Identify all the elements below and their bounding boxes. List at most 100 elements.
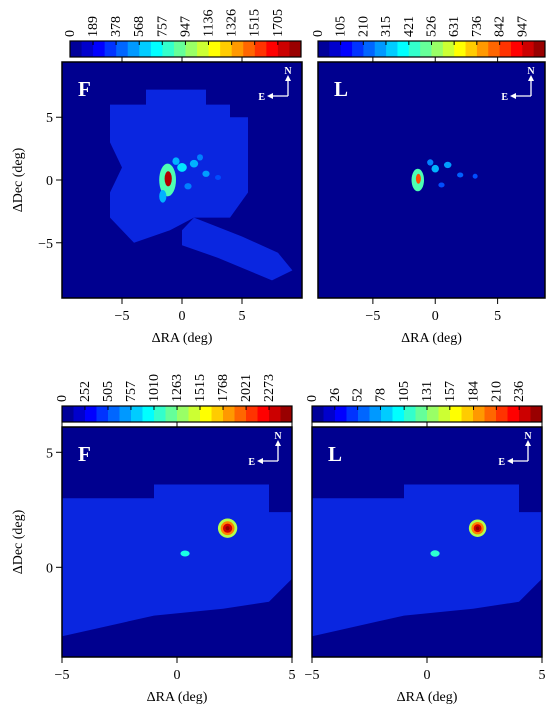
colorbar-step bbox=[142, 406, 155, 422]
x-tick-label: 0 bbox=[432, 309, 439, 324]
colorbar-step bbox=[131, 406, 143, 422]
colorbar-tick-label: 0 bbox=[311, 30, 326, 37]
colorbar-step bbox=[533, 41, 546, 57]
panel-label: F bbox=[78, 442, 91, 466]
heatmap-image bbox=[318, 62, 545, 298]
x-tick-label: −5 bbox=[55, 668, 70, 683]
colorbar-step bbox=[104, 41, 117, 57]
x-tick-label: 0 bbox=[179, 309, 186, 324]
x-tick-label: 5 bbox=[289, 668, 296, 683]
colorbar-tick-label: 2273 bbox=[262, 374, 277, 402]
colorbar-step bbox=[340, 41, 353, 57]
compass-arrowhead bbox=[267, 93, 273, 99]
colorbar-step bbox=[454, 41, 467, 57]
colorbar-step bbox=[81, 41, 94, 57]
colorbar-tick-label: 252 bbox=[78, 381, 93, 402]
colorbar-step bbox=[231, 41, 244, 57]
colorbar-step bbox=[510, 41, 523, 57]
coverage-region bbox=[312, 484, 542, 637]
colorbar-step bbox=[363, 41, 376, 57]
compass-north-label: N bbox=[524, 431, 532, 442]
colorbar-step bbox=[522, 41, 535, 57]
colorbar-tick-label: 1263 bbox=[170, 374, 185, 402]
heatmap-background bbox=[318, 62, 545, 298]
y-axis-label: ΔDec (deg) bbox=[11, 147, 26, 212]
colorbar-step bbox=[173, 41, 186, 57]
colorbar-tick-label: 105 bbox=[397, 381, 412, 402]
colorbar-step bbox=[108, 406, 120, 422]
emission-spot bbox=[430, 550, 440, 557]
colorbar-step bbox=[312, 406, 324, 422]
x-tick-label: −5 bbox=[305, 668, 320, 683]
colorbar-step bbox=[116, 41, 129, 57]
heatmap-image bbox=[312, 427, 542, 657]
y-tick-label: 5 bbox=[46, 111, 53, 126]
colorbar-step bbox=[386, 41, 398, 57]
x-tick-label: −5 bbox=[365, 309, 380, 324]
colorbar-step bbox=[392, 406, 405, 422]
colorbar-step bbox=[266, 41, 279, 57]
colorbar-step bbox=[188, 406, 201, 422]
emission-spot bbox=[225, 526, 230, 531]
panel-label: F bbox=[78, 77, 91, 101]
colorbar-step bbox=[318, 41, 330, 57]
colorbar-step bbox=[254, 41, 267, 57]
panel-label: L bbox=[328, 442, 342, 466]
x-tick-label: 5 bbox=[239, 309, 246, 324]
colorbar-tick-label: 105 bbox=[334, 16, 349, 37]
x-tick-label: 5 bbox=[494, 309, 501, 324]
colorbar-tick-label: 210 bbox=[356, 16, 371, 37]
compass-arrowhead bbox=[528, 75, 534, 81]
colorbar-tick-label: 184 bbox=[467, 381, 482, 402]
colorbar-tick-label: 378 bbox=[109, 16, 124, 37]
y-tick-label: −5 bbox=[38, 237, 53, 252]
colorbar-step bbox=[93, 41, 106, 57]
colorbar-step bbox=[369, 406, 382, 422]
heatmap-image bbox=[62, 427, 292, 657]
colorbar-tick-label: 1010 bbox=[147, 374, 162, 402]
compass-north-label: N bbox=[527, 66, 535, 77]
colorbar-tick-label: 1515 bbox=[193, 374, 208, 402]
colorbar-step bbox=[200, 406, 212, 422]
colorbar-tick-label: 131 bbox=[420, 381, 435, 402]
compass-north-label: N bbox=[284, 66, 292, 77]
emission-spot bbox=[197, 154, 203, 161]
emission-spot bbox=[472, 173, 478, 179]
colorbar-step bbox=[465, 41, 478, 57]
plot-frame bbox=[317, 61, 546, 299]
colorbar-step bbox=[507, 406, 520, 422]
x-tick-label: 5 bbox=[539, 668, 546, 683]
colorbar-step bbox=[438, 406, 451, 422]
emission-spot bbox=[431, 164, 439, 173]
colorbar-step bbox=[127, 41, 140, 57]
panel-label: L bbox=[334, 77, 348, 101]
colorbar-step bbox=[420, 41, 432, 57]
emission-spot bbox=[215, 174, 221, 180]
colorbar-tick-label: 0 bbox=[63, 30, 78, 37]
colorbar-tick-label: 315 bbox=[379, 16, 394, 37]
colorbar-tick-label: 0 bbox=[55, 395, 70, 402]
colorbar-step bbox=[488, 41, 501, 57]
compass-east-label: E bbox=[258, 92, 265, 103]
colorbar-step bbox=[442, 41, 455, 57]
colorbar-step bbox=[223, 406, 235, 422]
colorbar-step bbox=[234, 406, 247, 422]
emission-spot bbox=[189, 159, 199, 168]
colorbar-step bbox=[165, 406, 178, 422]
x-tick-label: −5 bbox=[115, 309, 130, 324]
emission-spot bbox=[457, 172, 464, 178]
colorbar-tick-label: 1768 bbox=[216, 374, 231, 402]
emission-spot bbox=[172, 157, 180, 165]
colorbar-step bbox=[277, 41, 290, 57]
colorbar-step bbox=[211, 406, 224, 422]
colorbar-step bbox=[289, 41, 302, 57]
emission-spot bbox=[475, 526, 480, 531]
colorbar-tick-label: 52 bbox=[351, 388, 366, 402]
colorbar-step bbox=[177, 406, 189, 422]
emission-spot bbox=[184, 183, 192, 190]
compass-arrowhead bbox=[525, 440, 531, 446]
emission-spot bbox=[202, 170, 210, 177]
colorbar-tick-label: 78 bbox=[373, 388, 388, 402]
colorbar-tick-label: 631 bbox=[447, 16, 462, 37]
colorbar-step bbox=[208, 41, 221, 57]
